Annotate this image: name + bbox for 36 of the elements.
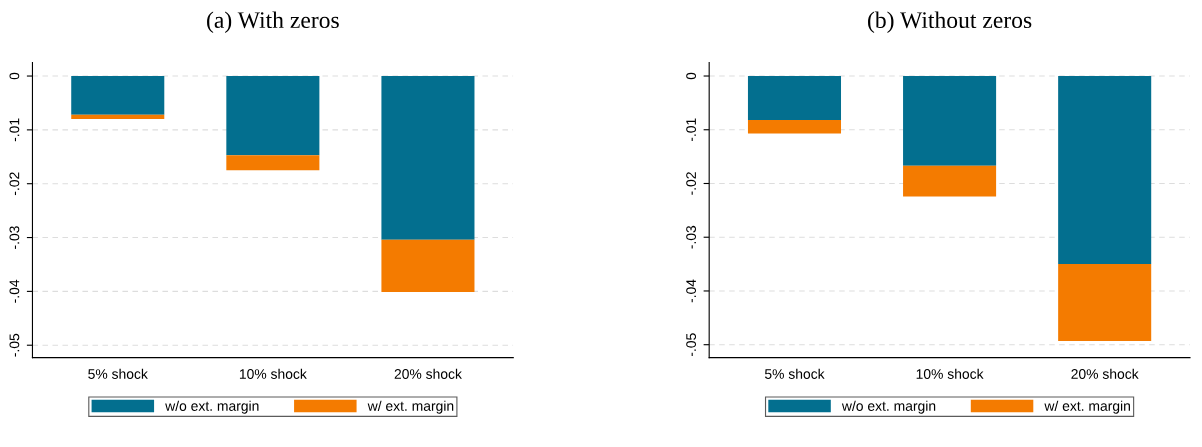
x-tick-label: 20% shock (394, 368, 462, 379)
legend-label: w/ ext. margin (367, 400, 454, 414)
bar (381, 239, 475, 292)
y-tick-label: -.04 (686, 279, 697, 303)
bar (71, 114, 165, 120)
y-tick-label: -.03 (686, 225, 697, 249)
y-tick-label: 0 (686, 72, 697, 80)
bar (747, 76, 842, 121)
legend-label: w/o ext. margin (165, 400, 259, 414)
bar (71, 76, 165, 115)
x-tick-label: 5% shock (764, 368, 825, 379)
bar (381, 76, 475, 240)
y-tick-label: -.02 (686, 172, 697, 195)
chart-title: (b) Without zeros (868, 11, 1032, 33)
bar (1058, 76, 1152, 265)
x-tick-label: 10% shock (239, 368, 307, 379)
y-tick-label: -.01 (686, 118, 697, 142)
y-tick-label: -.03 (9, 226, 20, 249)
y-tick-label: -.01 (9, 118, 20, 142)
y-tick-label: -.05 (686, 333, 697, 357)
x-tick-label: 10% shock (916, 368, 984, 379)
legend-label: w/ ext. margin (1044, 400, 1130, 414)
bar (903, 76, 997, 166)
bar (226, 76, 320, 156)
bar (903, 165, 997, 197)
bar (1058, 264, 1152, 341)
x-tick-label: 5% shock (88, 368, 148, 379)
legend-label: w/o ext. margin (841, 400, 936, 414)
chart-title: (a) With zeros (207, 11, 339, 33)
y-tick-label: -.02 (9, 172, 20, 196)
y-tick-label: -.04 (9, 279, 20, 303)
bar (226, 155, 320, 171)
bar (747, 120, 842, 134)
x-tick-label: 20% shock (1071, 368, 1139, 379)
y-tick-label: -.05 (9, 333, 20, 357)
y-tick-label: 0 (9, 72, 20, 80)
